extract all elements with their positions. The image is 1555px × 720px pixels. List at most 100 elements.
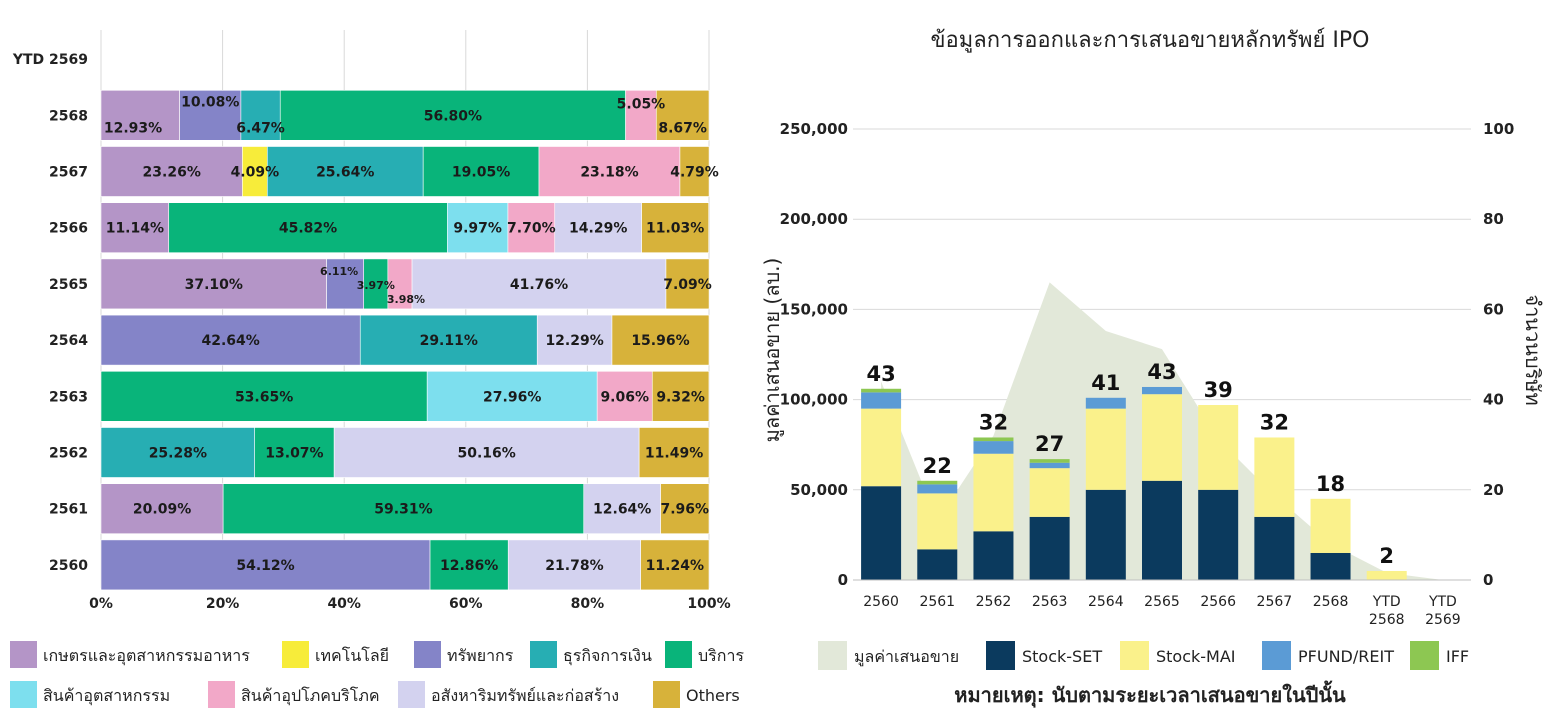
sector-bar-segment: [640, 539, 710, 591]
ipo-bar-segment: [973, 441, 1014, 454]
ipo-bar-segment: [1085, 397, 1126, 409]
sector-year-label: 2565: [49, 277, 88, 293]
ipo-note: หมายเหตุ: นับตามระยะเวลาเสนอขายในปีนั้น: [954, 680, 1346, 708]
sector-bar-segment: [507, 539, 641, 591]
sector-bar-label: 20.09%: [133, 502, 191, 518]
sector-bar-label: 11.03%: [646, 221, 704, 237]
sector-bar-segment: [641, 202, 709, 253]
sector-x-tick: 20%: [206, 596, 240, 612]
sector-year-label: 2562: [49, 446, 88, 462]
ipo-legend-swatch: [986, 641, 1015, 670]
sector-bar-segment: [100, 314, 361, 366]
ipo-bar-segment: [1366, 570, 1407, 580]
sector-bar-label: 11.49%: [645, 446, 703, 462]
ipo-count-label: 43: [866, 362, 895, 386]
sector-bar-label: 12.86%: [440, 558, 498, 574]
ipo-x-tick: YTD: [1428, 594, 1457, 610]
sector-x-tick: 40%: [327, 596, 361, 612]
sector-year-label: 2563: [49, 389, 88, 405]
sector-bar-label: 25.28%: [149, 446, 207, 462]
ipo-legend-swatch: [1410, 641, 1439, 670]
ipo-bar-segment: [861, 408, 902, 487]
sector-bar-label: 4.79%: [670, 165, 719, 181]
sector-bar-label: 3.98%: [387, 293, 425, 306]
legend-label: เกษตรและอุตสาหกรรมอาหาร: [43, 646, 250, 666]
ipo-legend-swatch: [1262, 641, 1291, 670]
sector-bar-label: 56.80%: [424, 108, 482, 124]
sector-bar-label: 53.65%: [235, 389, 293, 405]
sector-bar-label: 12.93%: [104, 120, 162, 136]
ipo-x-tick: 2562: [976, 594, 1012, 610]
sector-bar-label: 13.07%: [265, 446, 323, 462]
sector-year-label: 2564: [49, 333, 88, 349]
ipo-y2-tick: 80: [1483, 210, 1504, 228]
sector-bar-label: 7.70%: [507, 221, 556, 237]
sector-bar-segment: [222, 483, 585, 535]
ipo-legend-swatch: [1120, 641, 1149, 670]
sector-bar-segment: [554, 202, 642, 253]
ipo-bar-segment: [1142, 394, 1182, 481]
ipo-bar-segment: [861, 388, 902, 393]
ipo-y-tick: 250,000: [780, 120, 848, 138]
ipo-bar-segment: [1029, 516, 1070, 580]
ipo-y2-tick: 60: [1483, 300, 1504, 318]
ipo-bar-segment: [1029, 468, 1070, 517]
ipo-y-tick: 50,000: [790, 481, 848, 499]
ipo-count-label: 22: [923, 454, 952, 478]
sector-bar-label: 15.96%: [631, 333, 689, 349]
sector-bar-label: 54.12%: [236, 558, 294, 574]
legend-label: ทรัพยากร: [447, 646, 514, 665]
legend-label: เทคโนโลยี: [315, 646, 389, 665]
ipo-count-label: 18: [1316, 472, 1345, 496]
sector-bar-segment: [638, 427, 710, 478]
ipo-x-tick: 2563: [1032, 594, 1068, 610]
sector-bar-label: 50.16%: [457, 446, 515, 462]
ipo-bar-segment: [1029, 462, 1070, 469]
ipo-count-label: 32: [979, 410, 1008, 434]
sector-bar-label: 23.26%: [143, 165, 201, 181]
sector-bar-segment: [100, 90, 180, 141]
ipo-x-tick: 2560: [863, 594, 899, 610]
ipo-bar-segment: [1198, 405, 1239, 490]
sector-bar-label: 6.47%: [236, 120, 285, 136]
sector-bar-label: 3.97%: [357, 279, 395, 292]
sector-bar-segment: [279, 90, 626, 141]
ipo-x-tick: 2564: [1088, 594, 1124, 610]
sector-bar-segment: [100, 483, 224, 535]
sector-bar-segment: [254, 427, 335, 478]
sector-bar-segment: [168, 202, 448, 253]
sector-bar-label: 12.64%: [593, 502, 651, 518]
ipo-chart-title: ข้อมูลการออกและการเสนอขายหลักทรัพย์ IPO: [930, 28, 1369, 53]
sector-year-label: 2568: [49, 108, 88, 124]
ipo-y2-tick: 0: [1483, 571, 1493, 589]
ipo-x-tick-line2: 2568: [1369, 612, 1405, 628]
sector-bar-label: 8.67%: [658, 120, 707, 136]
legend-swatch: [665, 641, 692, 668]
sector-bar-label: 25.64%: [316, 165, 374, 181]
ipo-y2-tick: 40: [1483, 391, 1504, 409]
ipo-count-label: 2: [1379, 544, 1394, 568]
sector-bar-label: 42.64%: [201, 333, 259, 349]
sector-bar-label: 11.24%: [646, 558, 704, 574]
sector-bar-segment: [660, 483, 710, 535]
ipo-count-label: 43: [1147, 360, 1176, 384]
sector-bar-segment: [100, 146, 243, 197]
sector-year-label: 2566: [49, 221, 88, 237]
sector-bar-segment: [665, 258, 710, 310]
sector-bar-segment: [596, 370, 653, 422]
ipo-legend-label: PFUND/REIT: [1298, 647, 1394, 666]
ipo-bar-segment: [1085, 489, 1126, 580]
sector-bar-segment: [625, 90, 657, 141]
sector-bar-segment: [655, 90, 710, 141]
ipo-count-label: 39: [1204, 378, 1233, 402]
sector-x-tick: 100%: [687, 596, 730, 612]
sector-bar-label: 11.14%: [106, 221, 164, 237]
sector-bar-label: 21.78%: [545, 558, 603, 574]
sector-bar-segment: [651, 370, 710, 422]
sector-bar-segment: [100, 202, 170, 253]
sector-bar-label: 4.09%: [231, 165, 280, 181]
ipo-x-tick: 2565: [1144, 594, 1180, 610]
sector-bar-segment: [538, 146, 681, 197]
ipo-bar-segment: [1085, 408, 1126, 490]
ipo-bar-segment: [917, 549, 958, 580]
